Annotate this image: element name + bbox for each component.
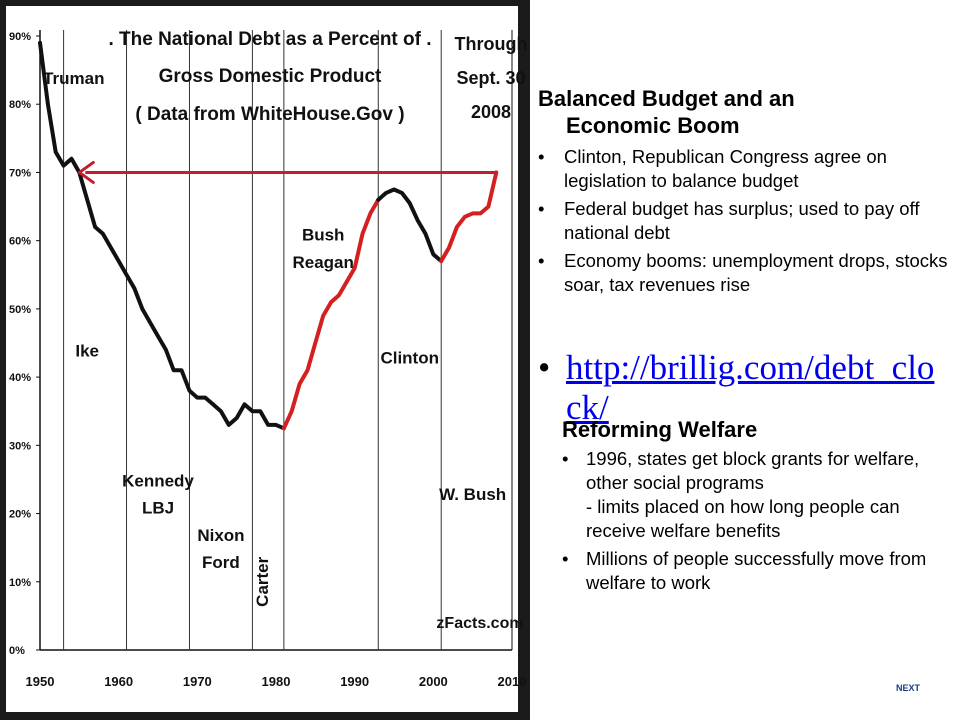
next-button[interactable]: NEXT <box>896 683 921 693</box>
y-tick-label: 50% <box>9 304 31 316</box>
era-label: Nixon <box>197 526 244 545</box>
era-label: Ike <box>75 342 99 361</box>
debt-clock-link[interactable]: http://brillig.com/debt_clock/ <box>566 348 935 427</box>
welfare-heading: Reforming Welfare <box>562 417 758 442</box>
balanced-budget-bullets: Clinton, Republican Congress agree on le… <box>538 145 953 297</box>
debt-series-line-4 <box>439 170 499 264</box>
sub-bullet-text: - limits placed on how long people can r… <box>586 496 900 541</box>
era-label: Ford <box>202 553 240 572</box>
bullet-item: Economy booms: unemployment drops, stock… <box>538 249 953 297</box>
y-tick-label: 0% <box>9 645 25 657</box>
era-label: Carter <box>253 556 272 606</box>
era-label: Reagan <box>292 253 353 272</box>
balanced-budget-heading: Balanced Budget and an Economic Boom <box>538 85 953 139</box>
y-tick-label: 20% <box>9 509 31 521</box>
era-label: Truman <box>43 69 104 88</box>
x-tick-label: 1970 <box>183 674 212 689</box>
chart-title-line-1: . The National Debt as a Percent of . <box>108 29 431 50</box>
y-tick-label: 30% <box>9 440 31 452</box>
y-tick-label: 70% <box>9 167 31 179</box>
bullet-text: 1996, states get block grants for welfar… <box>586 448 920 493</box>
x-tick-label: 1990 <box>340 674 369 689</box>
source-label: zFacts.com <box>436 615 523 632</box>
era-label: LBJ <box>142 499 174 518</box>
era-label: Clinton <box>380 348 439 367</box>
bullet-item: Millions of people successfully move fro… <box>562 547 957 595</box>
bullet-item: 1996, states get block grants for welfar… <box>562 447 957 543</box>
bullet-item: Federal budget has surplus; used to pay … <box>538 197 953 245</box>
debt-clock-link-item: • http://brillig.com/debt_clock/ <box>538 348 943 428</box>
chart-panel <box>6 6 518 712</box>
welfare-section: Reforming Welfare 1996, states get block… <box>562 416 957 599</box>
through-label-line-2: Sept. 30 <box>456 68 525 88</box>
balanced-budget-section: Balanced Budget and an Economic Boom Cli… <box>538 85 953 301</box>
chart-title-line-2: Gross Domestic Product <box>159 66 382 87</box>
era-label: W. Bush <box>439 485 506 504</box>
bullet-icon: • <box>538 348 551 387</box>
debt-series-line-3 <box>376 187 444 264</box>
y-tick-label: 40% <box>9 372 31 384</box>
x-tick-label: 1980 <box>262 674 291 689</box>
heading-line-2: Economic Boom <box>566 113 740 138</box>
through-label-line-3: 2008 <box>471 102 511 122</box>
era-label: Bush <box>302 226 345 245</box>
debt-series-line-1 <box>38 40 286 431</box>
debt-series-line-2 <box>281 197 381 431</box>
x-tick-label: 1950 <box>26 674 55 689</box>
welfare-bullets: 1996, states get block grants for welfar… <box>562 447 957 595</box>
y-tick-label: 80% <box>9 99 31 111</box>
x-tick-label: 2010 <box>498 674 527 689</box>
chart-title-line-3: ( Data from WhiteHouse.Gov ) <box>135 104 404 125</box>
y-tick-label: 60% <box>9 236 31 248</box>
era-label: Kennedy <box>122 471 194 490</box>
x-tick-label: 1960 <box>104 674 133 689</box>
x-tick-label: 2000 <box>419 674 448 689</box>
bullet-item: Clinton, Republican Congress agree on le… <box>538 145 953 193</box>
debt-chart: 0% 10% 20% 30% 40% 50% 60% 70% 80% 90% 1950 1960 19… <box>0 0 530 720</box>
y-tick-label: 90% <box>9 31 31 43</box>
arrow-head <box>77 160 95 184</box>
heading-line-1: Balanced Budget and an <box>538 86 795 111</box>
y-tick-label: 10% <box>9 577 31 589</box>
through-label-line-1: Through <box>455 34 528 54</box>
